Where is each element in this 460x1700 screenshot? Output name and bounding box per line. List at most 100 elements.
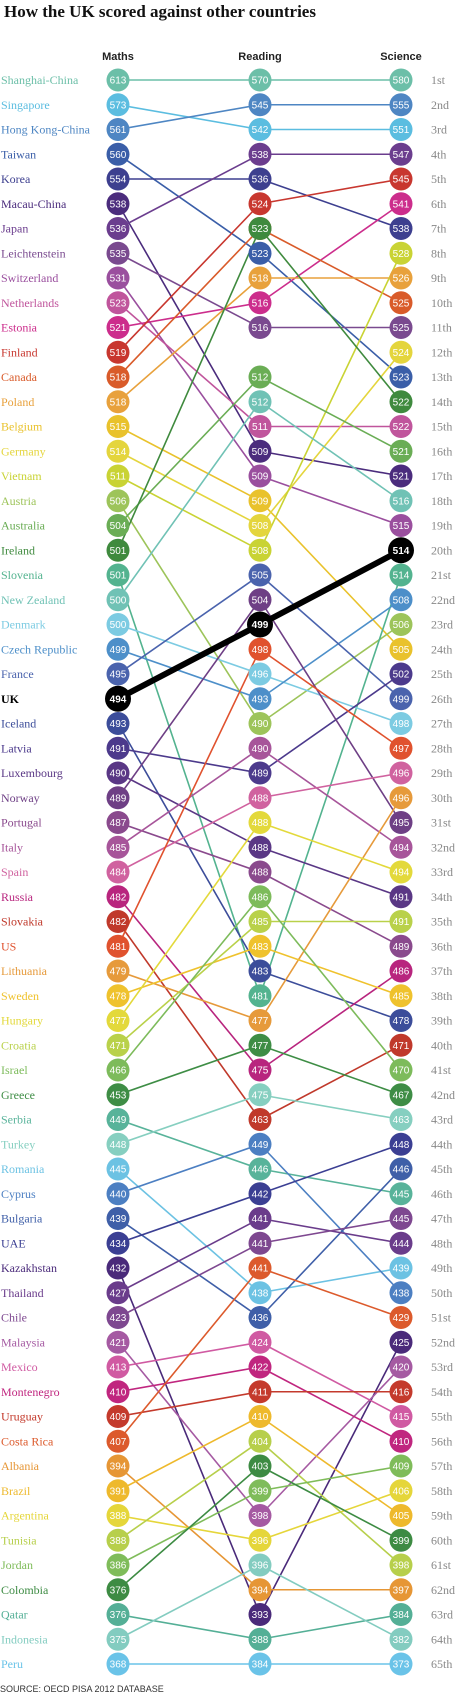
marker-reading-indonesia xyxy=(248,1553,272,1577)
value-label-reading: 449 xyxy=(252,1140,269,1151)
marker-maths-slovenia xyxy=(106,563,130,587)
value-label-science: 471 xyxy=(393,1041,410,1052)
value-label-reading: 442 xyxy=(252,1189,269,1200)
value-label-maths: 409 xyxy=(110,1412,127,1423)
marker-maths-tunisia xyxy=(106,1528,130,1552)
marker-science-netherlands xyxy=(389,415,413,438)
value-label-reading: 511 xyxy=(252,422,268,433)
marker-maths-shanghai-china xyxy=(106,68,130,92)
value-label-maths: 554 xyxy=(110,175,127,186)
marker-reading-croatia xyxy=(248,910,272,933)
marker-maths-spain xyxy=(106,860,130,884)
country-label: Belgium xyxy=(1,420,43,434)
rank-label: 46th xyxy=(431,1187,452,1201)
value-label-reading: 396 xyxy=(252,1561,269,1572)
country-label: Russia xyxy=(1,890,34,904)
country-label: Australia xyxy=(1,519,46,533)
marker-maths-hungary xyxy=(106,1009,130,1032)
country-label: Hong Kong-China xyxy=(1,123,91,137)
value-label-maths: 368 xyxy=(110,1660,127,1671)
value-label-reading: 424 xyxy=(252,1338,269,1349)
value-label-maths: 523 xyxy=(110,298,127,309)
country-labels: Shanghai-China Singapore Hong Kong-China Ta… xyxy=(1,73,91,1671)
value-label-reading: 403 xyxy=(252,1462,269,1473)
value-label-reading: 512 xyxy=(252,373,269,384)
value-label-reading: 477 xyxy=(252,1016,269,1027)
value-label-maths: 481 xyxy=(110,942,127,953)
marker-science-slovenia xyxy=(389,563,413,587)
value-label-reading: 399 xyxy=(252,1486,269,1497)
marker-maths-czech-republic xyxy=(106,637,130,661)
rank-label: 33rd xyxy=(431,865,453,879)
marker-science-hungary xyxy=(389,860,413,884)
country-label: Poland xyxy=(1,395,34,409)
value-label-science: 505 xyxy=(393,645,410,656)
country-label: Indonesia xyxy=(1,1632,48,1646)
marker-maths-latvia xyxy=(106,736,130,760)
value-label-maths: 521 xyxy=(110,323,127,334)
marker-reading-uk xyxy=(247,611,273,638)
marker-reading-kazakhstan xyxy=(248,1603,272,1626)
marker-reading-sweden xyxy=(248,934,272,958)
value-label-science: 541 xyxy=(393,199,410,210)
value-label-maths: 466 xyxy=(110,1066,127,1077)
marker-science-korea xyxy=(389,217,413,240)
marker-science-canada xyxy=(389,291,413,315)
country-label: Macau-China xyxy=(1,197,67,211)
value-label-maths: 388 xyxy=(110,1511,127,1522)
country-label: Kazakhstan xyxy=(1,1261,57,1275)
marker-science-romania xyxy=(389,1256,413,1280)
marker-reading-albania xyxy=(248,1578,272,1602)
marker-reading-cyprus xyxy=(248,1132,272,1156)
value-label-science: 491 xyxy=(393,892,410,903)
rank-label: 28th xyxy=(431,741,452,755)
rank-label: 53rd xyxy=(431,1360,453,1374)
country-label: Thailand xyxy=(1,1286,44,1300)
marker-science-uruguay xyxy=(389,1380,413,1404)
rank-label: 22nd xyxy=(431,593,455,607)
marker-science-denmark xyxy=(389,712,413,735)
marker-reading-austria xyxy=(248,712,272,735)
marker-science-france xyxy=(389,687,413,711)
value-label-reading: 505 xyxy=(252,571,269,582)
marker-reading-czech-republic xyxy=(248,687,272,711)
country-label: Czech Republic xyxy=(1,642,77,656)
marker-science-uk xyxy=(388,537,414,564)
value-label-maths: 482 xyxy=(110,892,127,903)
marker-science-iceland xyxy=(389,1009,413,1032)
marker-maths-netherlands xyxy=(106,291,130,315)
value-label-science: 496 xyxy=(393,793,410,804)
rank-label: 54th xyxy=(431,1385,452,1399)
marker-maths-qatar xyxy=(106,1603,130,1626)
value-label-maths: 391 xyxy=(110,1486,127,1497)
marker-science-cyprus xyxy=(389,1281,413,1305)
marker-reading-korea xyxy=(248,167,272,191)
marker-maths-leichtenstein xyxy=(106,241,130,265)
marker-maths-luxembourg xyxy=(106,761,130,785)
marker-maths-estonia xyxy=(106,316,130,339)
value-label-maths: 471 xyxy=(110,1041,127,1052)
score-markers: 613 570 580 573 542 551 561 545 555 560 523 523 554 5… xyxy=(105,68,414,1676)
value-label-maths: 501 xyxy=(110,571,127,582)
country-label: New Zealand xyxy=(1,593,65,607)
value-label-maths: 531 xyxy=(110,274,127,285)
value-label-maths: 427 xyxy=(110,1288,127,1299)
country-label: Bulgaria xyxy=(1,1212,43,1226)
value-label-reading: 499 xyxy=(252,620,269,631)
marker-science-austria xyxy=(389,613,413,636)
value-label-science: 415 xyxy=(393,1412,410,1423)
marker-maths-germany xyxy=(106,439,130,463)
value-label-reading: 422 xyxy=(252,1363,269,1374)
marker-science-czech-republic xyxy=(389,588,413,612)
marker-maths-canada xyxy=(106,365,130,389)
value-label-reading: 488 xyxy=(252,818,269,829)
value-label-reading: 523 xyxy=(252,249,269,260)
value-label-science: 528 xyxy=(393,249,410,260)
value-label-reading: 518 xyxy=(252,274,269,285)
marker-reading-peru xyxy=(248,1652,272,1676)
marker-reading-ireland xyxy=(248,217,272,240)
value-label-science: 489 xyxy=(393,942,410,953)
value-label-maths: 518 xyxy=(110,397,127,408)
value-label-reading: 411 xyxy=(252,1387,268,1398)
rank-label: 59th xyxy=(431,1509,452,1523)
